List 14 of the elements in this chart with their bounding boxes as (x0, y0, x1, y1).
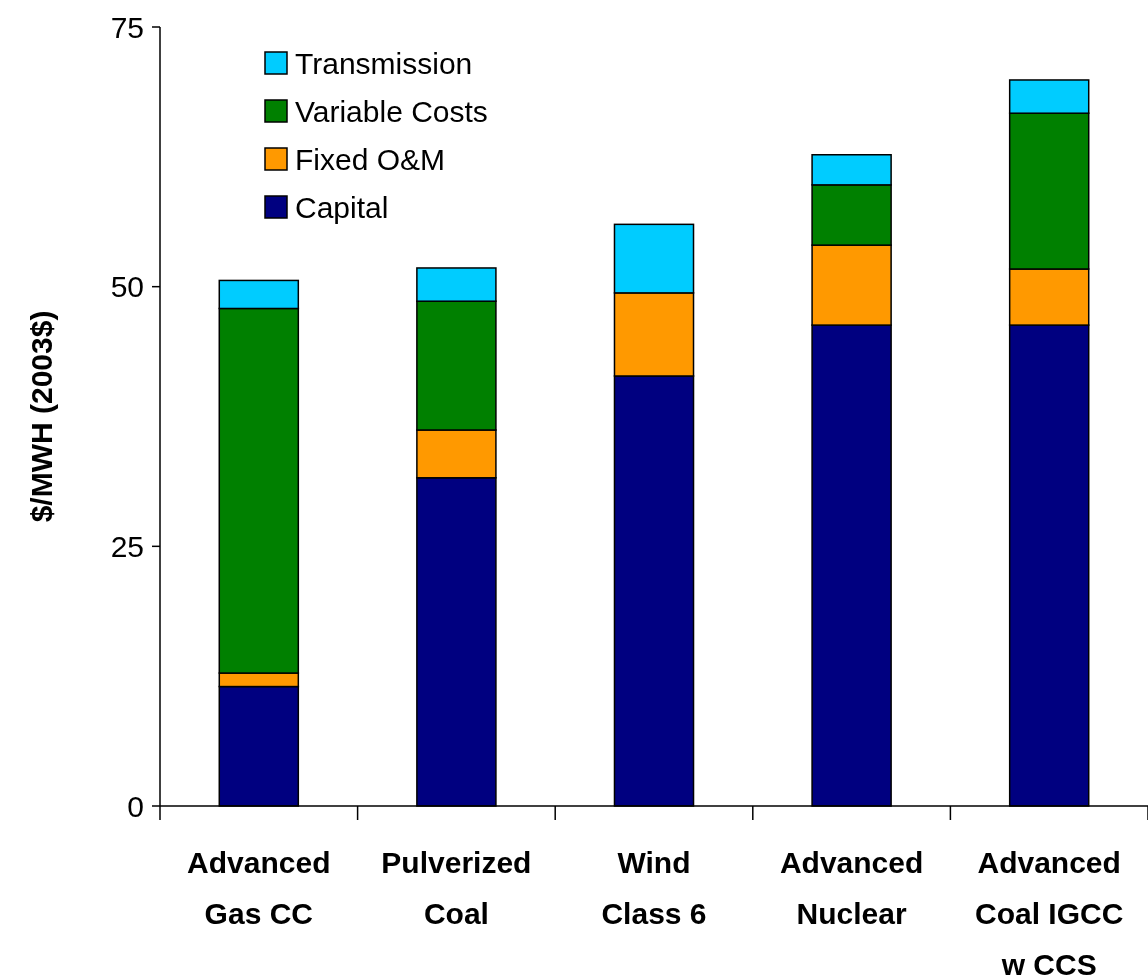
y-tick-label: 0 (127, 789, 144, 823)
legend-label: Transmission (295, 46, 473, 80)
x-tick-label: Advanced Coal IGCC w CCS (975, 846, 1124, 980)
x-tick-label: Pulverized Coal (381, 846, 532, 930)
x-tick-label: Advanced Nuclear (779, 846, 924, 930)
legend-label: Variable Costs (295, 94, 488, 128)
legend-label: Fixed O&M (295, 142, 446, 176)
y-tick-label: 25 (110, 529, 144, 563)
y-tick-label: 50 (110, 270, 144, 304)
x-tick-label: Advanced Gas CC (187, 846, 331, 930)
legend-label: Capital (295, 190, 389, 224)
y-axis-title: $/MWH (2003$) (25, 310, 58, 523)
y-tick-label: 75 (110, 10, 144, 44)
x-tick-label: Wind Class 6 (601, 846, 707, 930)
